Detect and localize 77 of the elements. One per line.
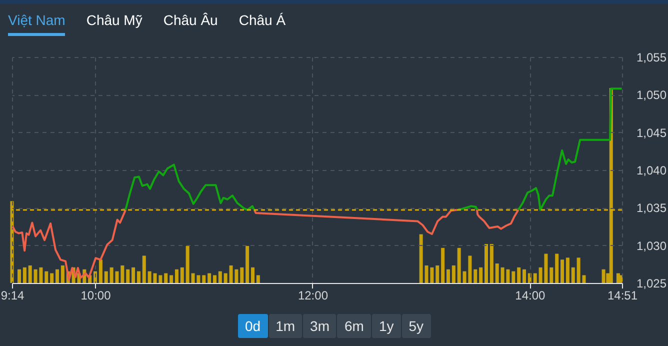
- bar: [50, 273, 54, 283]
- text: Châu Á: [238, 12, 286, 30]
- y-tick-label: 1,035: [636, 201, 667, 216]
- x-tick-label: 9:14: [0, 288, 24, 302]
- bar: [256, 275, 260, 283]
- y-tick-label: 1,045: [636, 126, 667, 140]
- x-tick-label: 12:00: [298, 288, 328, 302]
- bar: [164, 273, 168, 283]
- bar: [495, 264, 499, 283]
- bar: [419, 234, 423, 283]
- bar: [602, 269, 606, 283]
- y-tick-label: 1,050: [636, 88, 667, 102]
- bar: [441, 248, 445, 283]
- bar: [250, 267, 254, 283]
- bar: [452, 265, 456, 283]
- y-tick-label: 1,030: [636, 238, 667, 253]
- bar: [560, 260, 564, 283]
- bar: [212, 275, 216, 283]
- bar: [174, 269, 178, 283]
- bar: [180, 267, 184, 283]
- x-tick-label: 14:00: [515, 288, 546, 302]
- text: Việt Nam: [8, 12, 66, 36]
- text: Châu Mỹ: [86, 12, 142, 30]
- bar: [28, 265, 32, 283]
- bar: [218, 271, 222, 283]
- bar: [22, 267, 26, 283]
- bar: [17, 269, 21, 283]
- bar: [479, 267, 483, 283]
- y-tick-label: 1,040: [636, 164, 667, 178]
- bar: [533, 273, 537, 283]
- line-series: [476, 208, 520, 230]
- y-tick-label: 1,055: [636, 50, 667, 64]
- bar: [555, 254, 559, 283]
- bar: [436, 265, 440, 283]
- bar: [136, 271, 140, 283]
- text: Châu Âu: [163, 12, 218, 30]
- bar: [170, 275, 174, 283]
- line-series: [124, 164, 256, 211]
- bar: [142, 256, 146, 283]
- bar: [512, 271, 516, 283]
- bar: [44, 271, 48, 283]
- bar: [474, 269, 478, 283]
- text: 6m: [337, 314, 371, 338]
- bar: [484, 244, 488, 283]
- bar: [98, 260, 102, 283]
- bar: [60, 265, 64, 283]
- text: 1m: [268, 314, 302, 338]
- x-tick-label: 10:00: [80, 288, 112, 302]
- bar: [202, 275, 206, 283]
- bar: [566, 258, 570, 283]
- line-series: [253, 208, 458, 236]
- bar: [240, 267, 244, 283]
- text: 0d: [238, 314, 268, 338]
- bar: [550, 267, 554, 283]
- bar: [446, 269, 450, 283]
- text: 5y: [402, 314, 431, 338]
- y-tick-label: 1,025: [636, 276, 667, 290]
- bar: [571, 267, 575, 283]
- x-tick-label: 14:51: [607, 288, 638, 302]
- bar: [522, 269, 526, 283]
- bar: [619, 275, 623, 283]
- bar: [457, 248, 461, 283]
- bar: [490, 244, 494, 283]
- line-series: [517, 88, 623, 211]
- bar: [56, 269, 60, 283]
- text: 3m: [303, 314, 336, 338]
- bar: [126, 269, 130, 283]
- bar: [104, 271, 108, 283]
- bar: [158, 275, 162, 283]
- bar: [132, 267, 136, 283]
- bar: [224, 273, 228, 283]
- bar: [517, 267, 521, 283]
- bar: [186, 246, 190, 283]
- text: 1y: [372, 314, 401, 338]
- bar: [246, 246, 250, 283]
- bar: [120, 265, 124, 283]
- bar: [208, 273, 212, 283]
